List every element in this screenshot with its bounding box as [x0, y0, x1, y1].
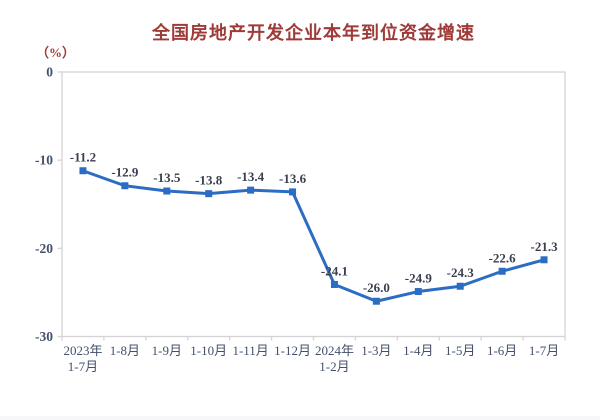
y-axis-tick-label: 0 — [46, 65, 53, 80]
x-axis-tick-label: 1-3月 — [361, 343, 391, 358]
y-axis-unit-label: （%） — [36, 45, 76, 60]
data-point-label: -13.6 — [279, 171, 307, 186]
data-point-label: -12.9 — [111, 165, 139, 180]
data-point-label: -22.6 — [489, 250, 517, 265]
data-point-label: -26.0 — [363, 280, 390, 295]
data-point-label: -24.3 — [447, 265, 475, 280]
x-axis-tick-label: 1-9月 — [152, 343, 182, 358]
x-axis-tick-label: 1-2月 — [319, 359, 349, 374]
x-axis-tick-label: 1-5月 — [445, 343, 475, 358]
page-bottom-edge — [0, 416, 600, 420]
data-point-label: -13.4 — [237, 169, 265, 184]
x-axis-tick-label: 1-12月 — [274, 343, 311, 358]
data-point-label: -13.5 — [153, 170, 181, 185]
plot-area-border — [61, 71, 566, 338]
data-point-marker — [247, 186, 255, 194]
y-axis-tick-label: -10 — [35, 153, 53, 168]
data-point-label: -13.8 — [195, 173, 223, 188]
data-point-marker — [540, 256, 548, 264]
x-axis-tick-label: 2024年 — [315, 343, 354, 358]
chart-title: 全国房地产开发企业本年到位资金增速 — [152, 23, 475, 43]
x-axis-tick-label: 1-7月 — [529, 343, 559, 358]
x-axis-tick-label: 1-6月 — [487, 343, 517, 358]
data-point-marker — [372, 297, 380, 305]
data-point-label: -24.9 — [405, 271, 433, 286]
x-axis-tick-label: 1-7月 — [68, 359, 98, 374]
data-point-marker — [289, 188, 297, 196]
data-point-marker — [414, 288, 422, 296]
data-point-label: -11.2 — [70, 150, 96, 165]
y-axis-tick-label: -20 — [35, 241, 53, 256]
data-point-label: -24.1 — [321, 263, 348, 278]
data-point-marker — [79, 167, 87, 175]
data-line — [81, 169, 546, 303]
x-axis-tick-label: 1-8月 — [110, 343, 140, 358]
data-point-marker — [163, 187, 171, 195]
x-axis-tick-label: 1-11月 — [232, 343, 268, 358]
data-point-label: -21.3 — [530, 239, 558, 254]
x-axis-tick-label: 2023年 — [63, 343, 102, 358]
data-point-marker — [456, 282, 464, 290]
x-axis-tick-label: 1-4月 — [403, 343, 433, 358]
data-point-marker — [121, 182, 129, 190]
data-point-marker — [330, 280, 338, 288]
data-point-marker — [498, 267, 506, 275]
y-axis-tick-label: -30 — [35, 329, 53, 344]
x-axis-tick-label: 1-10月 — [190, 343, 227, 358]
data-point-marker — [205, 190, 213, 198]
